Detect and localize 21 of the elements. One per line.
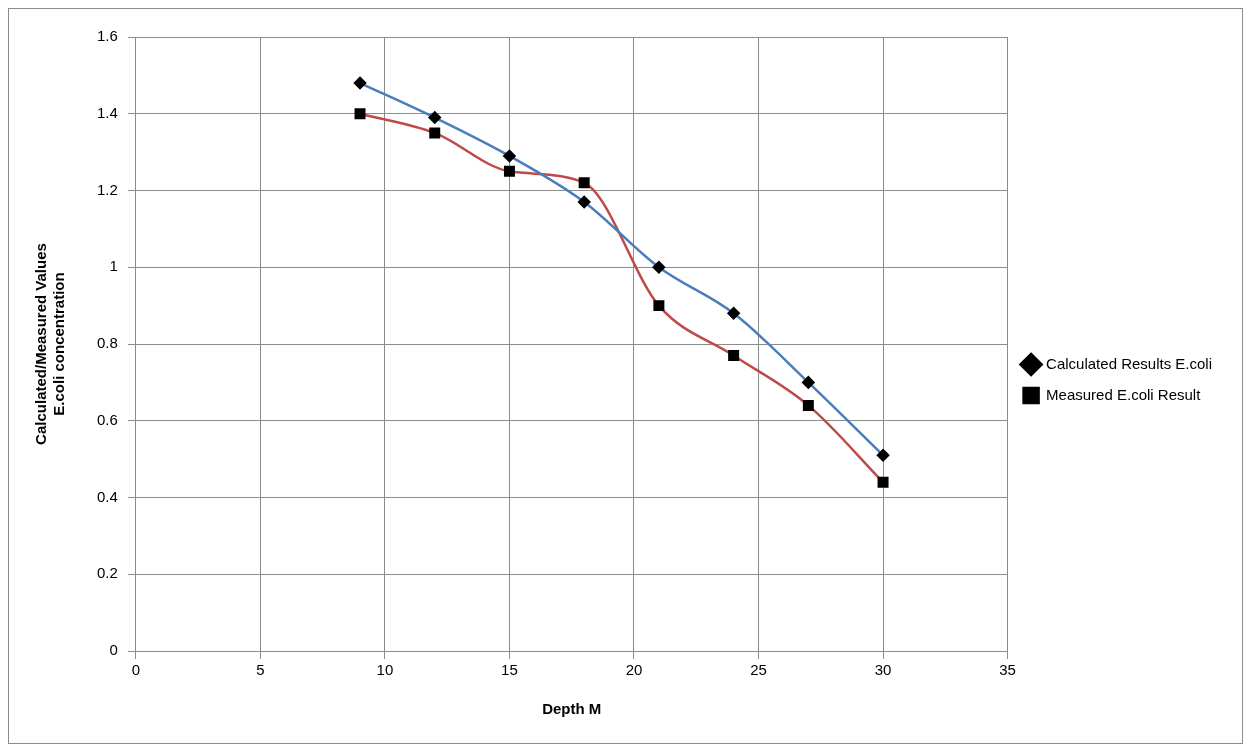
x-tick-label: 5 [256, 661, 265, 679]
y-tick-label: 1.4 [96, 103, 118, 121]
x-tick-label: 10 [376, 661, 394, 679]
y-tick-label: 0.2 [96, 564, 118, 582]
y-tick-label: 0 [109, 641, 118, 659]
x-tick-label: 20 [625, 661, 643, 679]
y-tick-label: 1 [109, 257, 118, 275]
y-tick-label: 1.2 [96, 180, 118, 198]
legend-label: Calculated Results E.coli [1046, 354, 1213, 372]
y-tick-label: 0.8 [96, 334, 118, 352]
x-tick-label: 0 [131, 661, 141, 679]
y-tick-label: 0.6 [96, 410, 118, 428]
y-tick-label: 1.6 [96, 27, 118, 45]
legend-label: Measured E.coli Result [1046, 385, 1202, 403]
x-tick-label: 30 [874, 661, 892, 679]
x-tick-label: 15 [501, 661, 518, 679]
y-tick-label: 0.4 [96, 487, 118, 505]
x-axis-title: Depth M [542, 700, 602, 718]
x-tick-label: 25 [750, 661, 767, 679]
y-axis-title: Calculated/Measured Values E.coli concentration [32, 243, 68, 445]
x-tick-label: 35 [999, 661, 1016, 679]
